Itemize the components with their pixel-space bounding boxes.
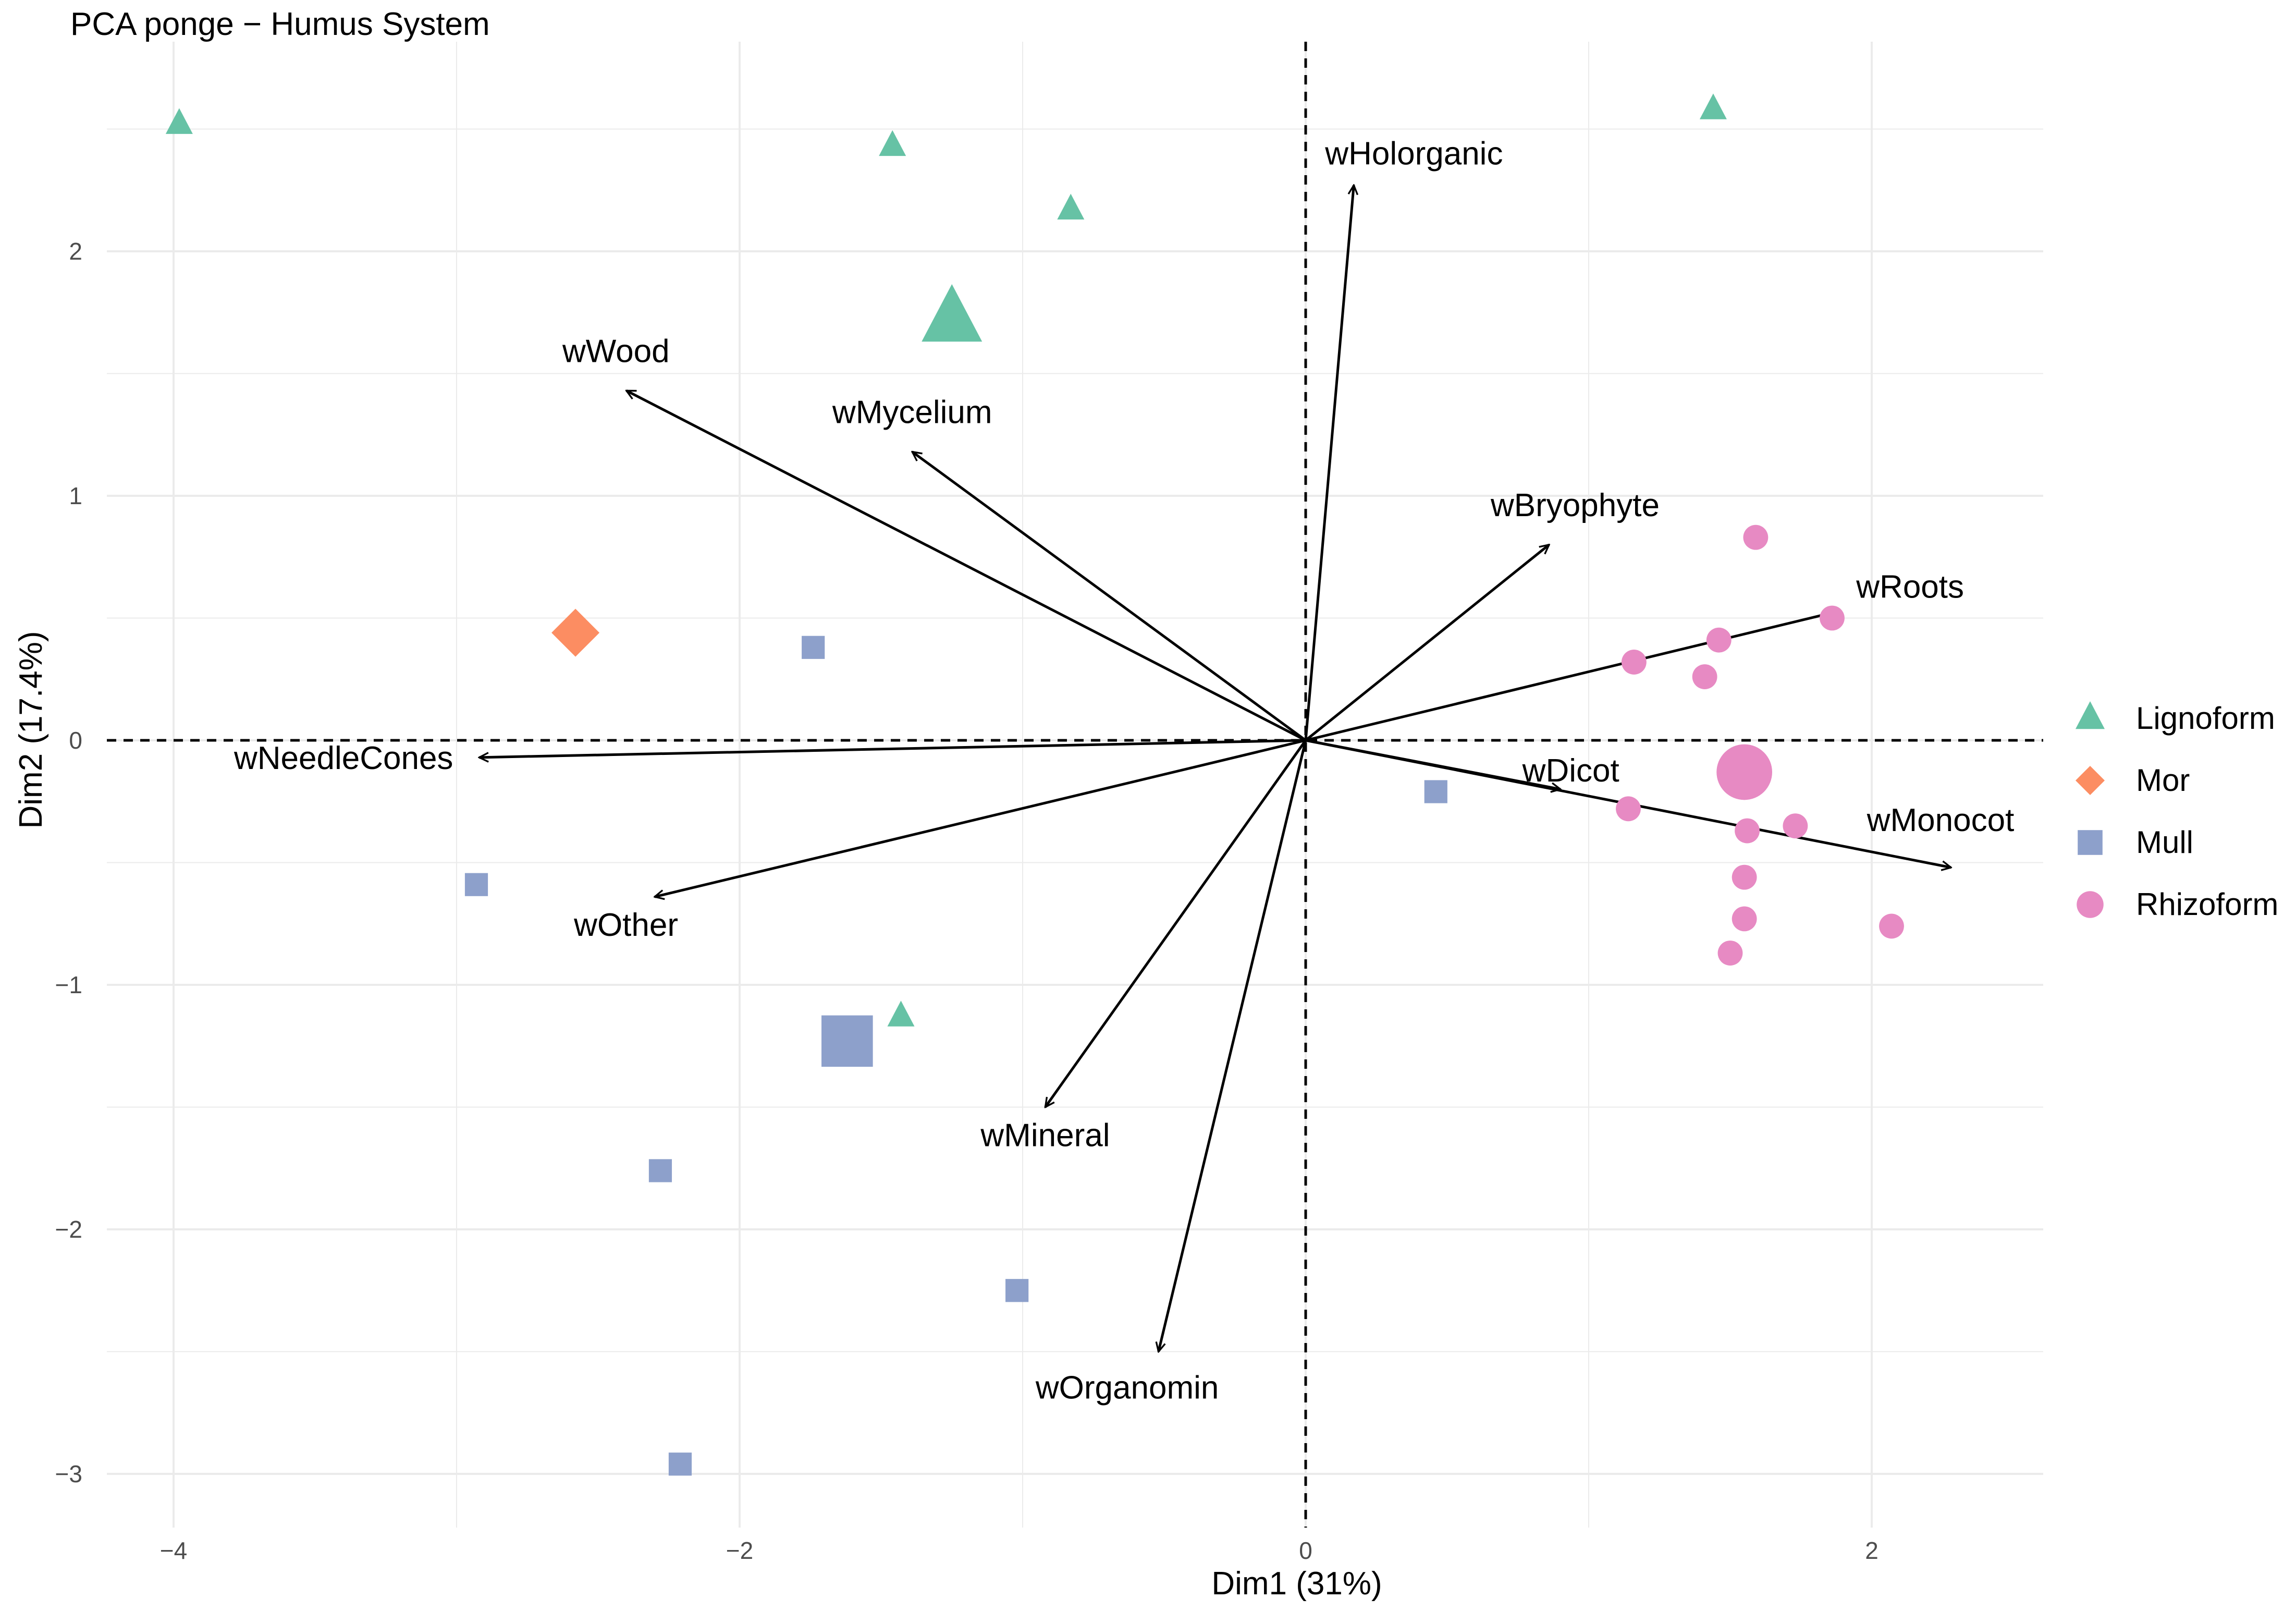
lignoform-point (165, 108, 193, 134)
y-tick-label: 2 (69, 238, 82, 265)
mull-point (802, 636, 825, 659)
arrow-label-wWood: wWood (562, 333, 670, 369)
mull-point (1005, 1279, 1029, 1302)
legend-key-mull (2078, 830, 2103, 855)
rhizoform-point (1732, 864, 1757, 890)
mull-point (668, 1453, 692, 1476)
rhizoform-point (1692, 664, 1717, 689)
legend: Lignoform Mor Mull Rhizoform (2076, 701, 2278, 922)
loading-arrow-wHolorganic (1304, 185, 1354, 741)
legend-item-mor: Mor (2076, 763, 2190, 798)
legend-item-lignoform: Lignoform (2076, 701, 2275, 736)
legend-key-mor (2076, 766, 2105, 795)
arrow-label-wDicot: wDicot (1522, 753, 1619, 789)
x-tick-label: 0 (1299, 1537, 1312, 1564)
rhizoform-point (1735, 818, 1760, 844)
loading-arrow-wNeedleCones (479, 739, 1306, 758)
arrow-label-wOther: wOther (573, 907, 678, 943)
loading-arrow-wBryophyte (1305, 545, 1549, 741)
lignoform-centroid (922, 284, 983, 342)
rhizoform-point (1879, 913, 1904, 939)
rhizoform-point (1732, 906, 1757, 932)
lignoform-point (1699, 93, 1727, 119)
rhizoform-point (1621, 650, 1647, 675)
legend-key-lignoform (2076, 701, 2105, 729)
rhizoform-point (1616, 796, 1641, 822)
loading-arrow-wWood (627, 389, 1307, 742)
loading-arrow-wOther (655, 739, 1306, 897)
arrow-labels: wHolorganic wWood wMycelium wBryophyte wRoot… (234, 136, 2014, 1406)
y-tick-label: 0 (69, 727, 82, 754)
rhizoform-centroid (1716, 744, 1773, 800)
y-tick-label: −3 (55, 1460, 82, 1487)
legend-label: Mor (2136, 763, 2190, 798)
legend-item-rhizoform: Rhizoform (2077, 887, 2278, 922)
rhizoform-point (1820, 605, 1845, 631)
legend-key-rhizoform (2077, 891, 2104, 918)
legend-item-mull: Mull (2078, 825, 2193, 860)
arrow-label-wRoots: wRoots (1856, 569, 1964, 605)
legend-label: Lignoform (2136, 701, 2275, 736)
legend-label: Mull (2136, 825, 2193, 860)
chart-title: PCA ponge − Humus System (70, 6, 490, 42)
arrow-label-wMineral: wMineral (980, 1118, 1110, 1154)
loading-arrow-wMycelium (912, 452, 1307, 742)
rhizoform-point (1706, 627, 1732, 653)
rhizoform-point (1717, 941, 1743, 966)
y-axis-ticks: −3 −2 −1 0 1 2 (55, 238, 82, 1487)
arrow-label-wOrganomin: wOrganomin (1035, 1370, 1219, 1406)
reference-lines (107, 42, 2043, 1528)
arrow-label-wNeedleCones: wNeedleCones (234, 740, 453, 776)
mull-point (1424, 780, 1447, 803)
x-tick-label: 2 (1865, 1537, 1878, 1564)
rhizoform-point (1743, 524, 1769, 550)
loading-arrows (479, 185, 1951, 1351)
x-tick-label: −4 (160, 1537, 187, 1564)
x-axis-ticks: −4 −2 0 2 (160, 1537, 1878, 1564)
loading-arrow-wRoots (1305, 611, 1840, 742)
loading-arrow-wMineral (1045, 739, 1307, 1107)
x-tick-label: −2 (726, 1537, 753, 1564)
lignoform-point (887, 1000, 915, 1027)
lignoform-point (1057, 193, 1085, 220)
mor-point (551, 608, 600, 657)
y-tick-label: −1 (55, 971, 82, 998)
y-tick-label: 1 (69, 482, 82, 509)
arrow-label-wMonocot: wMonocot (1867, 802, 2015, 838)
mull-point (464, 873, 488, 896)
rhizoform-point (1783, 813, 1808, 839)
mull-point (648, 1159, 672, 1182)
lignoform-point (879, 130, 906, 156)
mull-centroid (821, 1015, 873, 1067)
legend-label: Rhizoform (2136, 887, 2278, 922)
data-points (165, 93, 1904, 1476)
arrow-label-wHolorganic: wHolorganic (1324, 136, 1503, 172)
loading-arrow-wOrganomin (1159, 740, 1307, 1352)
y-tick-label: −2 (55, 1216, 82, 1243)
y-axis-title: Dim2 (17.4%) (13, 631, 49, 829)
arrow-label-wMycelium: wMycelium (832, 395, 992, 431)
x-axis-title: Dim1 (31%) (1211, 1566, 1382, 1602)
arrow-label-wBryophyte: wBryophyte (1490, 487, 1660, 523)
